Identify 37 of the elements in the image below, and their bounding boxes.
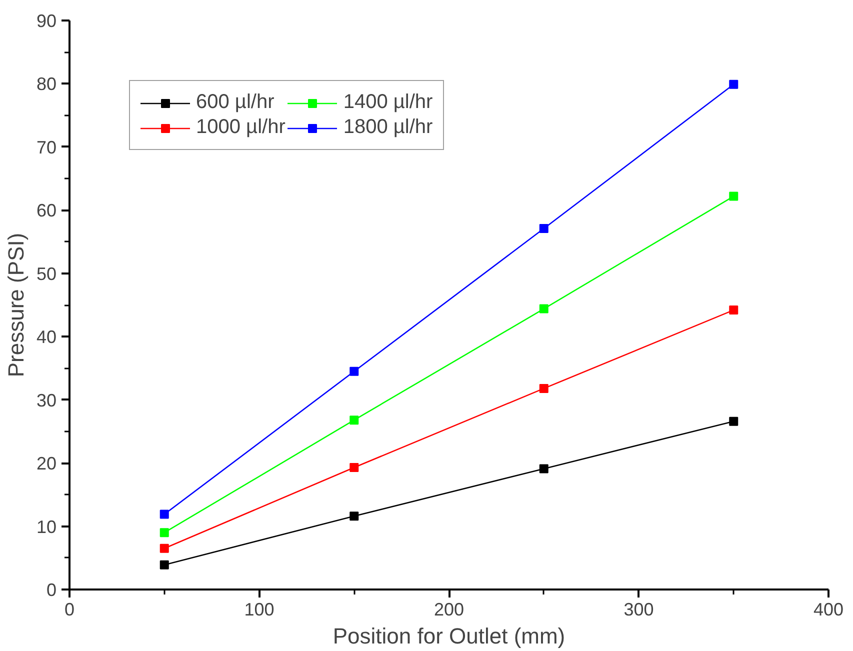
point xyxy=(160,510,169,519)
x-axis-title: Position for Outlet (mm) xyxy=(332,624,566,648)
y-tick-label: 30 xyxy=(36,390,57,410)
point xyxy=(160,560,169,570)
point xyxy=(539,464,548,474)
x-tick-label: 0 xyxy=(64,600,75,620)
point xyxy=(160,528,169,538)
y-tick-label: 60 xyxy=(36,200,57,221)
x-tick-label: 100 xyxy=(244,600,274,620)
y-axis-title: Pressure (PSI) xyxy=(3,232,28,378)
point xyxy=(539,224,548,233)
legend-label: 600 µl/hr xyxy=(196,91,274,114)
legend-label: 1800 µl/hr xyxy=(343,116,433,139)
x-tick-label: 300 xyxy=(624,600,654,620)
legend-label: 1400 µl/hr xyxy=(343,91,433,114)
point xyxy=(350,462,359,472)
point xyxy=(729,80,738,89)
y-tick-label: 20 xyxy=(36,454,57,474)
y-tick-label: 70 xyxy=(36,137,57,158)
y-tick-label: 50 xyxy=(36,264,57,284)
point xyxy=(729,192,738,201)
y-tick-label: 0 xyxy=(46,580,57,600)
y-tick-label: 40 xyxy=(36,327,57,348)
point xyxy=(729,416,738,426)
point xyxy=(539,304,548,314)
y-tick-label: 90 xyxy=(36,11,57,31)
y-tick-label: 80 xyxy=(36,74,57,94)
point xyxy=(350,416,359,425)
point xyxy=(539,384,548,393)
point xyxy=(350,366,359,376)
y-tick-label: 10 xyxy=(36,516,57,537)
point xyxy=(729,306,738,315)
point xyxy=(350,512,359,521)
x-tick-label: 200 xyxy=(434,600,464,620)
x-tick-label: 400 xyxy=(813,600,844,620)
point xyxy=(160,544,169,553)
legend-label: 1000 µl/hr xyxy=(196,116,286,139)
